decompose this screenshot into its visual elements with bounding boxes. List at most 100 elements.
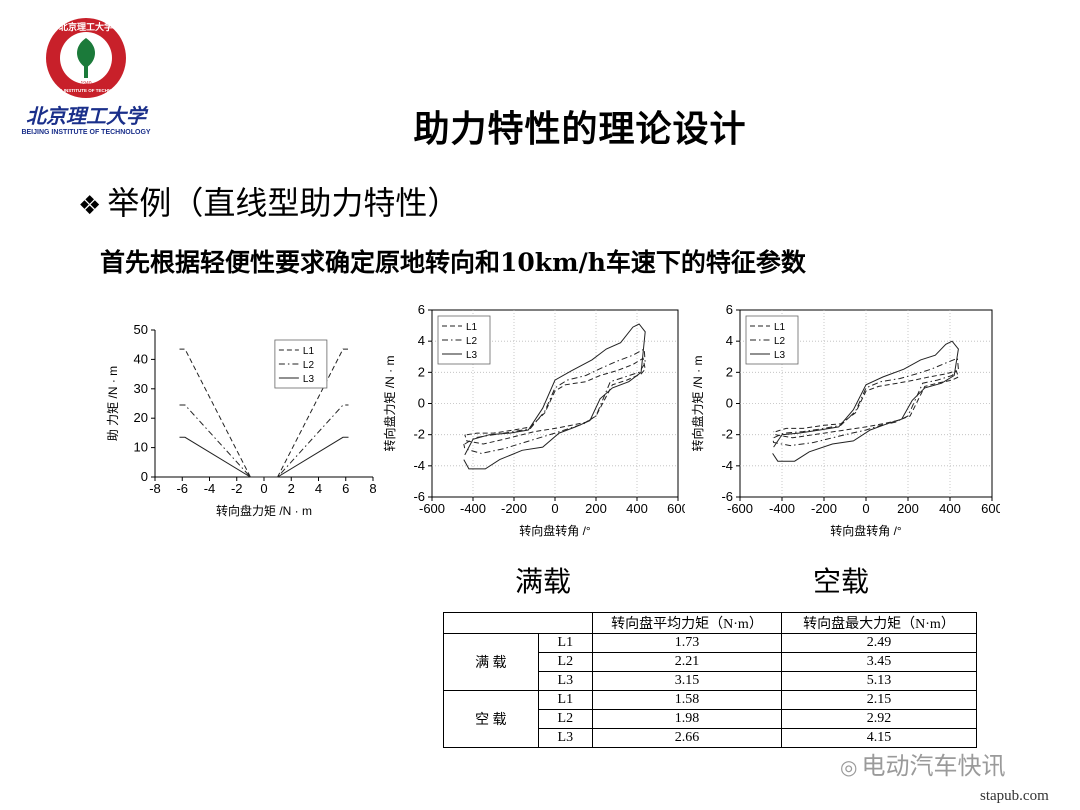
bullet-item: ❖ 举例（直线型助力特性） xyxy=(78,178,459,224)
legend: L1 L2 L3 xyxy=(274,339,328,389)
y-axis-label: 转向盘力矩 /N · m xyxy=(382,356,397,452)
y-tick-label: 10 xyxy=(134,440,148,455)
value-cell: 2.15 xyxy=(781,690,977,710)
legend-label: L2 xyxy=(303,360,315,371)
x-axis-label: 转向盘转角 /° xyxy=(830,523,902,538)
y-tick-label: -4 xyxy=(721,458,733,473)
y-axis-label: 助 力矩 /N · m xyxy=(106,366,120,441)
table-row: L3 3.15 5.13 xyxy=(444,671,977,691)
x-tick-label: 400 xyxy=(626,501,648,516)
legend-label: L3 xyxy=(466,350,478,361)
table-row: 空 载 L1 1.58 2.15 xyxy=(443,690,977,748)
x-tick-label: -400 xyxy=(460,501,486,516)
legend-label: L1 xyxy=(774,322,786,333)
x-tick-label: 2 xyxy=(288,481,295,496)
header-cell: 转向盘平均力矩（N·m） xyxy=(592,612,782,634)
value-cell: 3.45 xyxy=(781,652,977,672)
value-cell: 1.98 xyxy=(592,709,782,729)
x-axis-label: 转向盘力矩 /N · m xyxy=(216,503,312,518)
logo-ring-text: BEIJING INSTITUTE OF TECHNOLOGY xyxy=(44,88,127,93)
x-tick-label: 8 xyxy=(369,481,376,496)
group-cell: 满 载 xyxy=(443,633,539,691)
value-cell: 2.66 xyxy=(592,728,782,748)
legend-label: L2 xyxy=(774,336,786,347)
wechat-icon: ◎ xyxy=(840,755,858,779)
full-load-torque-chart: -600 -400 -200 0 200 400 600 -6 -4 -2 0 2 4 6 转向盘转角 /°… xyxy=(382,302,685,538)
table-row: 满 载 L1 1.73 2.49 xyxy=(443,633,977,691)
value-cell: 4.15 xyxy=(781,728,977,748)
y-tick-label: -2 xyxy=(721,427,733,442)
y-tick-label: 6 xyxy=(726,302,733,317)
header-cell xyxy=(443,612,593,634)
series-line-l3 xyxy=(179,436,349,478)
y-tick-label: -2 xyxy=(413,427,425,442)
legend: L1 L2 L3 xyxy=(437,315,491,365)
line-label-cell: L2 xyxy=(537,709,594,729)
legend-label: L3 xyxy=(774,350,786,361)
legend-label: L2 xyxy=(466,336,478,347)
line-label-cell: L3 xyxy=(537,728,594,748)
diamond-bullet-icon: ❖ xyxy=(78,191,102,221)
slide-title: 助力特性的理论设计 xyxy=(413,109,747,150)
subtitle: 首先根据轻便性要求确定原地转向和10km/h车速下的特征参数 xyxy=(100,248,806,277)
x-tick-label: 200 xyxy=(897,501,919,516)
x-tick-label: 400 xyxy=(939,501,961,516)
table-row: L2 2.21 3.45 xyxy=(444,652,977,672)
value-cell: 1.58 xyxy=(592,690,782,710)
line-label-cell: L2 xyxy=(537,652,594,672)
x-tick-label: 600 xyxy=(981,501,1000,516)
y-axis-label: 转向盘力矩 /N · m xyxy=(690,356,705,452)
x-axis-label: 转向盘转角 /° xyxy=(519,523,591,538)
x-tick-label: -2 xyxy=(231,481,243,496)
logo-en-name: BEIJING INSTITUTE OF TECHNOLOGY xyxy=(21,129,150,136)
table-row: L3 2.66 4.15 xyxy=(444,728,977,748)
value-cell: 5.13 xyxy=(781,671,977,691)
y-tick-label: 0 xyxy=(141,469,148,484)
logo-arc-text: 北京理工大学 xyxy=(59,21,113,32)
series-line-l1 xyxy=(464,357,646,445)
y-tick-label: -6 xyxy=(413,489,425,504)
logo-tree-icon xyxy=(77,38,95,68)
legend-label: L1 xyxy=(303,346,315,357)
y-tick-label: 4 xyxy=(726,333,733,348)
y-tick-label: 2 xyxy=(726,364,733,379)
x-tick-label: 6 xyxy=(342,481,349,496)
x-tick-label: -600 xyxy=(727,501,753,516)
empty-load-torque-chart: -600 -400 -200 0 200 400 600 -6 -4 -2 0 2 4 6 转向盘转角 /°… xyxy=(690,302,1000,538)
value-cell: 3.15 xyxy=(592,671,782,691)
assist-torque-chart: -8 -6 -4 -2 0 2 4 6 8 0 10 20 30 40 50 转向盘力矩 /N · m 助 力矩… xyxy=(106,322,377,518)
value-cell: 1.73 xyxy=(592,633,782,653)
y-tick-label: -6 xyxy=(721,489,733,504)
y-tick-label: 0 xyxy=(726,396,733,411)
x-tick-label: -200 xyxy=(501,501,527,516)
y-tick-label: 30 xyxy=(134,381,148,396)
x-tick-label: -4 xyxy=(204,481,216,496)
characteristic-table: 转向盘平均力矩（N·m） 转向盘最大力矩（N·m）满 载 L1 1.73 2.49 L2 2… xyxy=(443,612,977,748)
x-tick-label: -400 xyxy=(769,501,795,516)
series-line-l3 xyxy=(463,323,646,470)
bullet-text: 举例（直线型助力特性） xyxy=(107,184,460,222)
x-tick-label: 200 xyxy=(585,501,607,516)
logo-cn-name: 北京理工大学 xyxy=(26,105,149,128)
empty-load-label: 空载 xyxy=(813,565,870,598)
x-tick-label: 0 xyxy=(862,501,869,516)
series-line-l2 xyxy=(179,404,349,478)
group-cell: 空 载 xyxy=(443,690,539,748)
legend-label: L3 xyxy=(303,374,315,385)
legend: L1 L2 L3 xyxy=(745,315,799,365)
x-tick-label: 4 xyxy=(315,481,322,496)
header-cell: 转向盘最大力矩（N·m） xyxy=(781,612,977,634)
x-tick-label: 0 xyxy=(551,501,558,516)
value-cell: 2.92 xyxy=(781,709,977,729)
watermark-text: 电动汽车快讯 xyxy=(861,752,1006,780)
legend-label: L1 xyxy=(466,322,478,333)
logo-tree-trunk xyxy=(84,64,88,78)
university-logo: 北京理工大学 BEIJING INSTITUTE OF TECHNOLOGY 1… xyxy=(12,8,162,136)
site-url: stapub.com xyxy=(980,788,1049,804)
y-tick-label: 40 xyxy=(134,351,148,366)
line-label-cell: L3 xyxy=(537,671,594,691)
logo-year: 1940 xyxy=(80,81,91,87)
x-tick-label: -8 xyxy=(149,481,161,496)
value-cell: 2.49 xyxy=(781,633,977,653)
x-tick-label: -600 xyxy=(419,501,445,516)
